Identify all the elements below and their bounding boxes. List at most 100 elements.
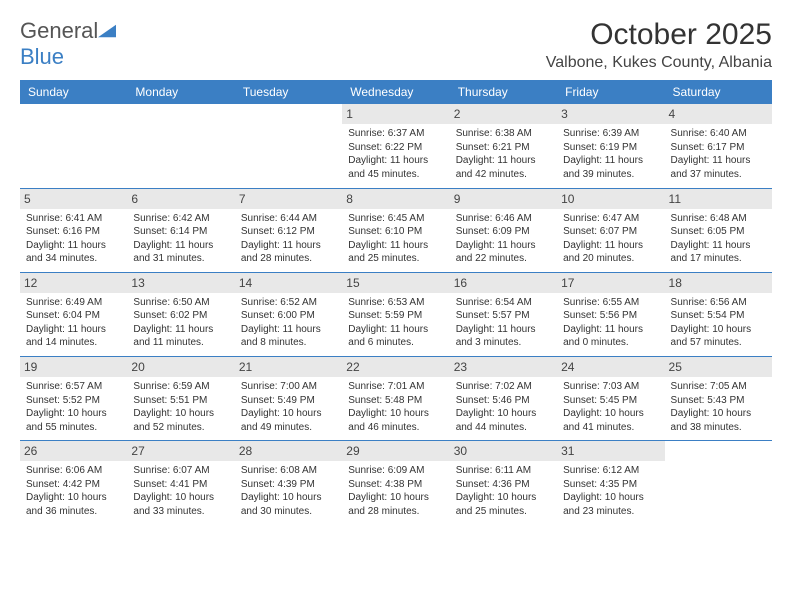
location: Valbone, Kukes County, Albania	[546, 54, 772, 72]
day-number: 6	[127, 189, 234, 209]
day-cell	[665, 441, 772, 525]
daylight-line2: and 49 minutes.	[241, 421, 336, 435]
daylight-line2: and 20 minutes.	[563, 252, 658, 266]
day-number: 14	[235, 273, 342, 293]
day-number: 22	[342, 357, 449, 377]
dayname-row: Sunday Monday Tuesday Wednesday Thursday…	[20, 80, 772, 104]
sunset-text: Sunset: 4:38 PM	[348, 478, 443, 492]
daylight-line2: and 28 minutes.	[241, 252, 336, 266]
sunrise-text: Sunrise: 6:54 AM	[456, 296, 551, 310]
day-number: 9	[450, 189, 557, 209]
sunset-text: Sunset: 6:09 PM	[456, 225, 551, 239]
sunrise-text: Sunrise: 6:37 AM	[348, 127, 443, 141]
day-cell: 9Sunrise: 6:46 AMSunset: 6:09 PMDaylight…	[450, 188, 557, 272]
sunrise-text: Sunrise: 6:47 AM	[563, 212, 658, 226]
day-number: 30	[450, 441, 557, 461]
day-cell: 21Sunrise: 7:00 AMSunset: 5:49 PMDayligh…	[235, 356, 342, 440]
day-number: 18	[665, 273, 772, 293]
sunrise-text: Sunrise: 6:56 AM	[671, 296, 766, 310]
day-cell: 7Sunrise: 6:44 AMSunset: 6:12 PMDaylight…	[235, 188, 342, 272]
week-row: 26Sunrise: 6:06 AMSunset: 4:42 PMDayligh…	[20, 441, 772, 525]
day-cell: 5Sunrise: 6:41 AMSunset: 6:16 PMDaylight…	[20, 188, 127, 272]
daylight-line2: and 39 minutes.	[563, 168, 658, 182]
daylight-line1: Daylight: 10 hours	[456, 491, 551, 505]
daylight-line2: and 52 minutes.	[133, 421, 228, 435]
daylight-line1: Daylight: 11 hours	[456, 323, 551, 337]
day-number: 27	[127, 441, 234, 461]
sunset-text: Sunset: 5:56 PM	[563, 309, 658, 323]
sunrise-text: Sunrise: 6:41 AM	[26, 212, 121, 226]
day-cell: 30Sunrise: 6:11 AMSunset: 4:36 PMDayligh…	[450, 441, 557, 525]
logo-word1: General	[20, 18, 98, 43]
dayname: Thursday	[450, 80, 557, 104]
day-number: 7	[235, 189, 342, 209]
day-cell: 24Sunrise: 7:03 AMSunset: 5:45 PMDayligh…	[557, 356, 664, 440]
daylight-line1: Daylight: 10 hours	[26, 491, 121, 505]
sunrise-text: Sunrise: 6:44 AM	[241, 212, 336, 226]
sunset-text: Sunset: 6:16 PM	[26, 225, 121, 239]
daylight-line1: Daylight: 10 hours	[671, 407, 766, 421]
sunrise-text: Sunrise: 6:59 AM	[133, 380, 228, 394]
day-number: 21	[235, 357, 342, 377]
day-number: 17	[557, 273, 664, 293]
daylight-line1: Daylight: 11 hours	[133, 323, 228, 337]
day-cell: 28Sunrise: 6:08 AMSunset: 4:39 PMDayligh…	[235, 441, 342, 525]
day-number: 31	[557, 441, 664, 461]
daylight-line1: Daylight: 11 hours	[241, 239, 336, 253]
sunrise-text: Sunrise: 6:55 AM	[563, 296, 658, 310]
daylight-line1: Daylight: 11 hours	[133, 239, 228, 253]
sunset-text: Sunset: 5:51 PM	[133, 394, 228, 408]
daylight-line1: Daylight: 11 hours	[26, 323, 121, 337]
sunset-text: Sunset: 5:57 PM	[456, 309, 551, 323]
day-cell: 29Sunrise: 6:09 AMSunset: 4:38 PMDayligh…	[342, 441, 449, 525]
sunset-text: Sunset: 4:42 PM	[26, 478, 121, 492]
daylight-line1: Daylight: 11 hours	[456, 154, 551, 168]
sunset-text: Sunset: 5:46 PM	[456, 394, 551, 408]
sunset-text: Sunset: 5:43 PM	[671, 394, 766, 408]
day-number: 25	[665, 357, 772, 377]
sunset-text: Sunset: 6:05 PM	[671, 225, 766, 239]
day-cell: 11Sunrise: 6:48 AMSunset: 6:05 PMDayligh…	[665, 188, 772, 272]
sunset-text: Sunset: 4:36 PM	[456, 478, 551, 492]
sunrise-text: Sunrise: 6:52 AM	[241, 296, 336, 310]
daylight-line1: Daylight: 10 hours	[241, 491, 336, 505]
sunrise-text: Sunrise: 6:09 AM	[348, 464, 443, 478]
day-number: 20	[127, 357, 234, 377]
sunrise-text: Sunrise: 6:45 AM	[348, 212, 443, 226]
day-cell: 2Sunrise: 6:38 AMSunset: 6:21 PMDaylight…	[450, 104, 557, 188]
sunset-text: Sunset: 6:00 PM	[241, 309, 336, 323]
sunset-text: Sunset: 5:48 PM	[348, 394, 443, 408]
day-number: 1	[342, 104, 449, 124]
daylight-line1: Daylight: 11 hours	[563, 323, 658, 337]
daylight-line2: and 31 minutes.	[133, 252, 228, 266]
daylight-line1: Daylight: 11 hours	[563, 239, 658, 253]
dayname: Tuesday	[235, 80, 342, 104]
week-row: 5Sunrise: 6:41 AMSunset: 6:16 PMDaylight…	[20, 188, 772, 272]
header: General Blue October 2025 Valbone, Kukes…	[20, 18, 772, 72]
daylight-line1: Daylight: 11 hours	[348, 323, 443, 337]
day-number: 29	[342, 441, 449, 461]
dayname: Saturday	[665, 80, 772, 104]
daylight-line1: Daylight: 10 hours	[133, 407, 228, 421]
day-cell: 14Sunrise: 6:52 AMSunset: 6:00 PMDayligh…	[235, 272, 342, 356]
sunset-text: Sunset: 6:19 PM	[563, 141, 658, 155]
month-title: October 2025	[546, 18, 772, 52]
daylight-line2: and 38 minutes.	[671, 421, 766, 435]
day-cell: 16Sunrise: 6:54 AMSunset: 5:57 PMDayligh…	[450, 272, 557, 356]
sunset-text: Sunset: 6:22 PM	[348, 141, 443, 155]
day-cell: 27Sunrise: 6:07 AMSunset: 4:41 PMDayligh…	[127, 441, 234, 525]
sunrise-text: Sunrise: 6:53 AM	[348, 296, 443, 310]
sunset-text: Sunset: 6:10 PM	[348, 225, 443, 239]
day-cell: 6Sunrise: 6:42 AMSunset: 6:14 PMDaylight…	[127, 188, 234, 272]
daylight-line2: and 11 minutes.	[133, 336, 228, 350]
daylight-line2: and 57 minutes.	[671, 336, 766, 350]
daylight-line1: Daylight: 11 hours	[671, 154, 766, 168]
daylight-line2: and 22 minutes.	[456, 252, 551, 266]
day-cell: 13Sunrise: 6:50 AMSunset: 6:02 PMDayligh…	[127, 272, 234, 356]
title-block: October 2025 Valbone, Kukes County, Alba…	[546, 18, 772, 72]
sunset-text: Sunset: 5:52 PM	[26, 394, 121, 408]
daylight-line1: Daylight: 10 hours	[133, 491, 228, 505]
daylight-line1: Daylight: 10 hours	[563, 407, 658, 421]
sunrise-text: Sunrise: 6:40 AM	[671, 127, 766, 141]
sunrise-text: Sunrise: 6:08 AM	[241, 464, 336, 478]
